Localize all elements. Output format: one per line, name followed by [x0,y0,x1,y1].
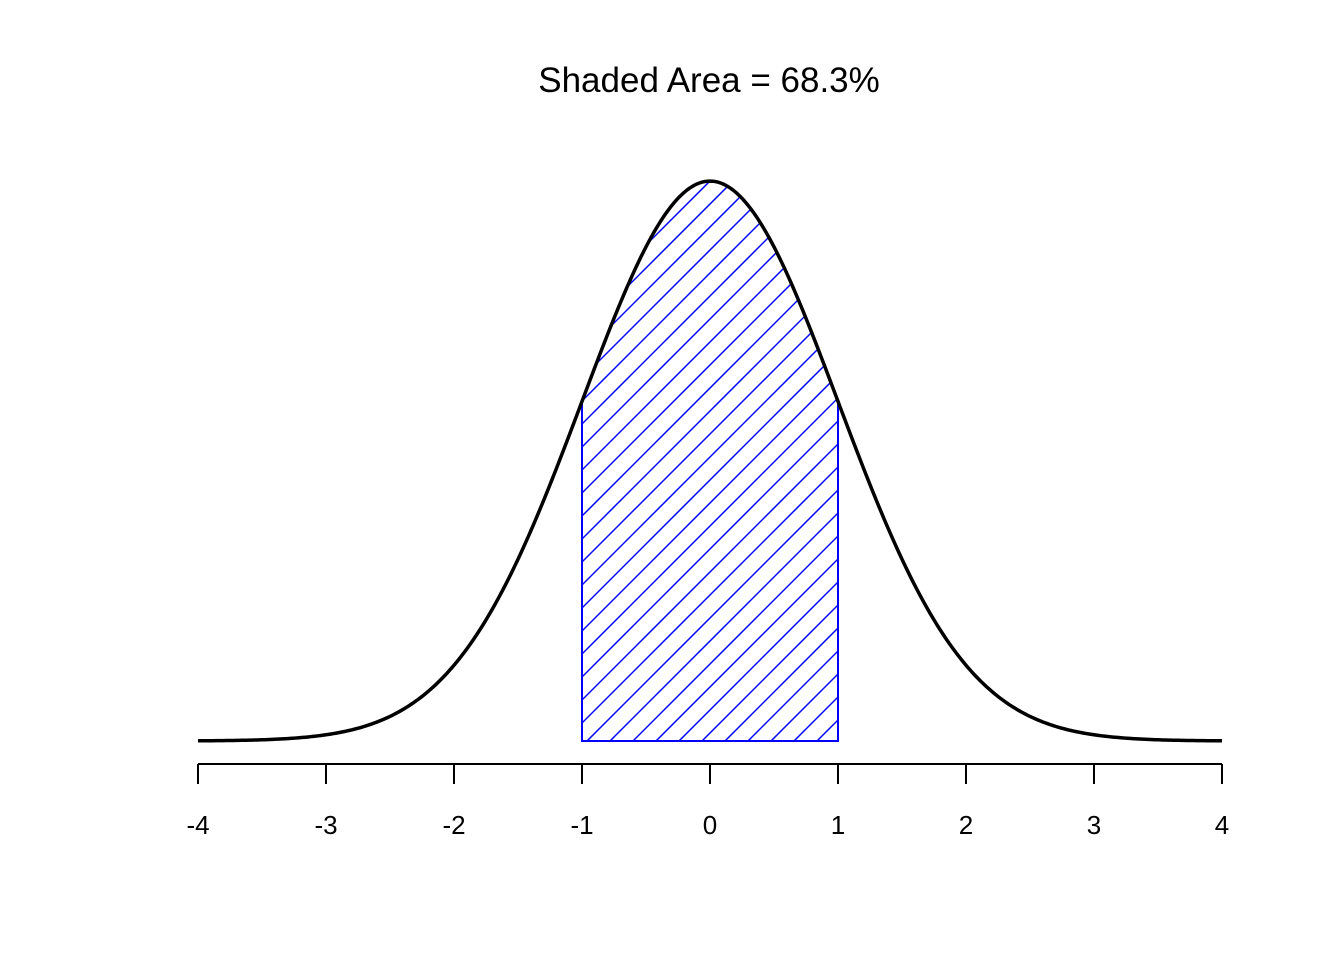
hatch-line [607,181,838,741]
x-tick-label: 1 [831,810,845,840]
hatch-line [814,181,838,741]
shaded-region-hatching [582,171,1344,743]
hatch-line [584,181,838,741]
hatch-line [837,181,838,741]
hatch-line [582,181,836,741]
hatch-line [582,181,721,741]
x-tick-label: 4 [1215,810,1229,840]
hatch-line [582,181,744,741]
hatch-line [582,181,838,741]
hatch-line [582,181,838,741]
hatch-line [582,181,838,741]
hatch-line [582,181,838,741]
hatch-line [582,181,838,741]
shaded-region-outline [581,180,839,742]
hatch-line [582,181,606,741]
hatch-line [582,181,838,741]
x-tick-label: 0 [703,810,717,840]
hatch-line [653,181,838,741]
hatch-line [582,181,838,741]
x-tick-label: -1 [570,810,593,840]
hatch-line [791,181,838,741]
shaded-region [581,171,1344,743]
hatch-line [582,181,838,741]
hatch-line [676,181,838,741]
hatch-line [582,181,838,741]
hatch-line [699,181,838,741]
hatch-line [582,181,767,741]
x-axis: -4 -3 -2 -1 0 1 2 3 4 [186,763,1229,840]
hatch-line [768,181,838,741]
hatch-line [630,181,838,741]
hatch-line [582,181,698,741]
hatch-line [582,181,583,741]
x-tick-label: 3 [1087,810,1101,840]
hatch-line [582,181,652,741]
hatch-line [582,181,838,741]
hatch-line [582,181,629,741]
hatch-line [582,181,790,741]
x-tick-label: -2 [442,810,465,840]
x-tick-label: 2 [959,810,973,840]
hatch-line [745,181,838,741]
hatch-line [582,181,838,741]
x-tick-label: -3 [314,810,337,840]
density-curve [197,179,1223,743]
hatch-line [861,171,1344,743]
hatch-line [582,181,813,741]
hatch-line [582,181,675,741]
chart-title: Shaded Area = 68.3% [538,61,880,100]
hatch-line [722,181,838,741]
x-tick-label: -4 [186,810,209,840]
hatch-line [582,181,838,741]
